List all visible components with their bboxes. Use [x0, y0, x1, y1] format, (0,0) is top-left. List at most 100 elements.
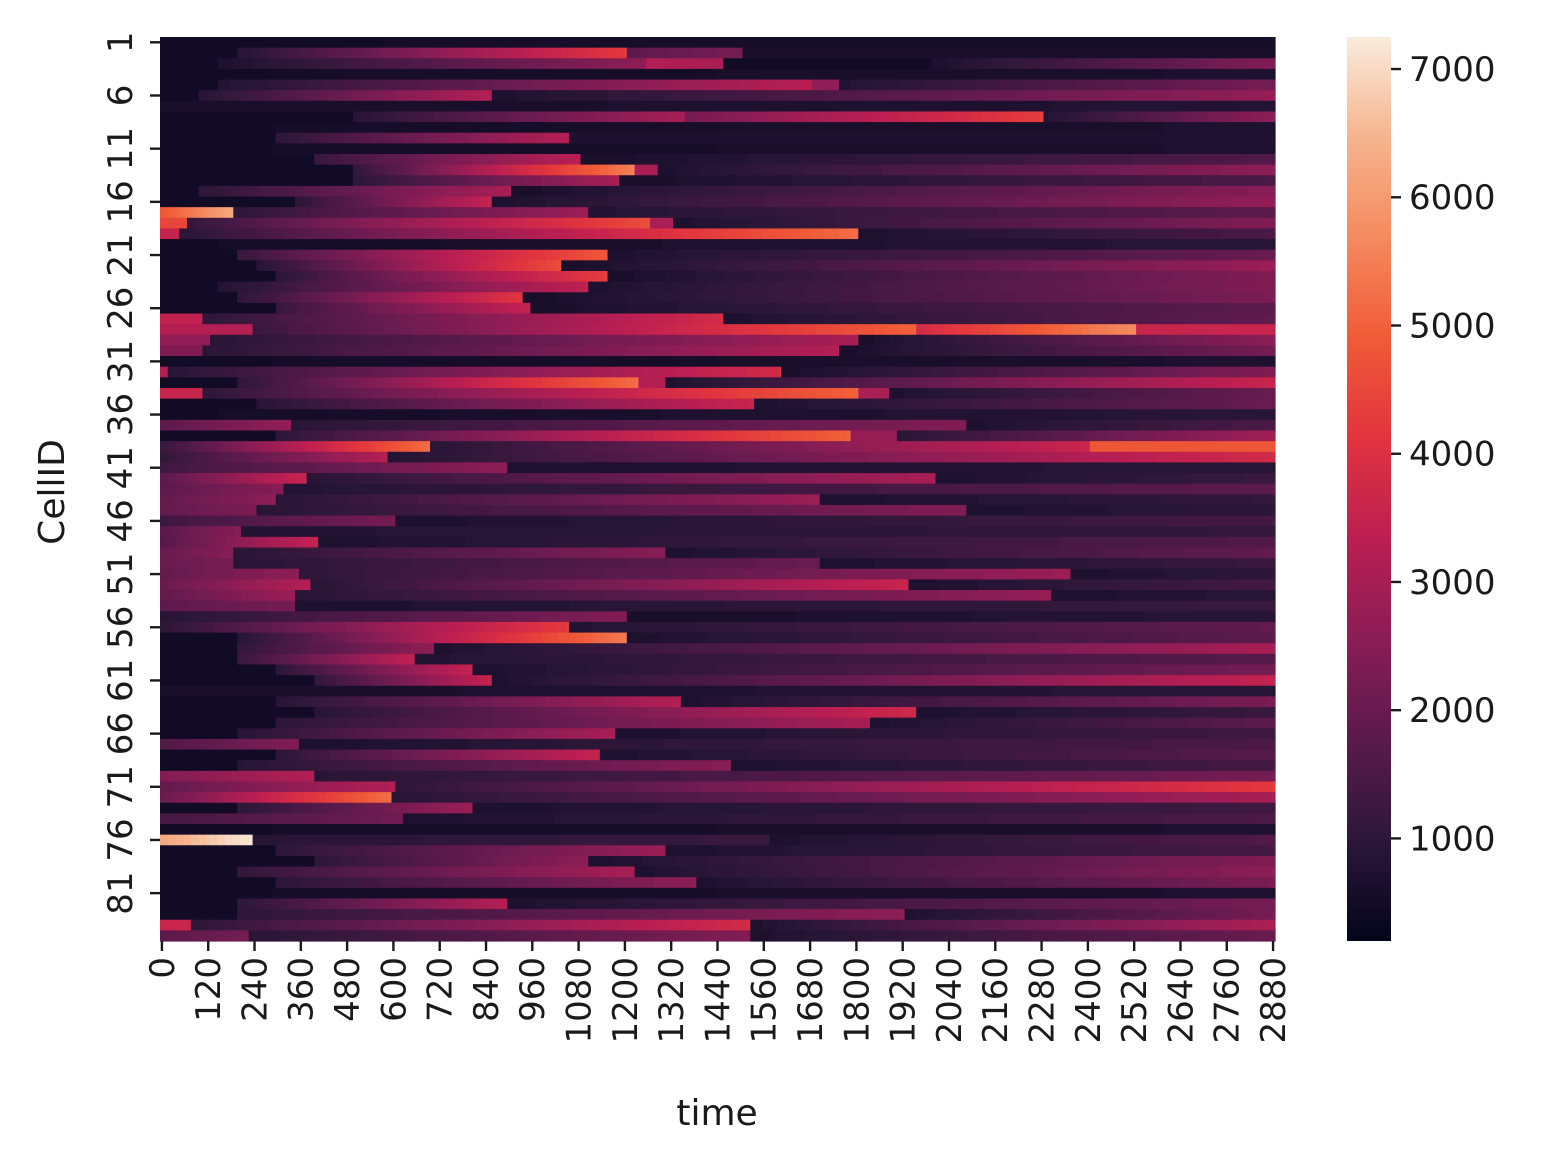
heatmap-cell: [403, 675, 408, 687]
heatmap-cell: [341, 653, 350, 666]
heatmap-cell: [171, 207, 177, 219]
heatmap-cell: [939, 547, 979, 559]
heatmap-cell: [896, 632, 944, 644]
heatmap-cell: [1058, 664, 1102, 676]
heatmap-cell: [472, 632, 481, 644]
heatmap-cell: [318, 441, 327, 453]
heatmap-cell: [302, 579, 312, 591]
heatmap-cell: [256, 579, 265, 591]
heatmap-cell: [1263, 430, 1276, 442]
heatmap-cell: [383, 441, 389, 453]
heatmap-cell: [734, 228, 751, 240]
heatmap-cell: [214, 334, 238, 347]
heatmap-cell: [526, 313, 543, 325]
heatmap-cell: [314, 632, 323, 644]
heatmap-cell: [329, 855, 342, 868]
heatmap-cell: [395, 621, 404, 634]
heatmap-cell: [592, 292, 628, 304]
heatmap-cell: [430, 164, 435, 176]
heatmap-cell: [1093, 387, 1118, 400]
heatmap-cell: [395, 281, 408, 293]
heatmap-cell: [1039, 58, 1060, 70]
heatmap-cell: [954, 738, 1056, 751]
heatmap-cell: [920, 90, 952, 102]
heatmap-cell: [908, 675, 933, 687]
heatmap-cell: [514, 345, 539, 357]
heatmap-cell: [1178, 749, 1234, 761]
heatmap-cell: [1020, 430, 1037, 442]
heatmap-cell: [160, 781, 173, 793]
heatmap-cell: [318, 536, 381, 549]
heatmap-cell: [511, 153, 524, 166]
heatmap-cell: [329, 845, 346, 857]
heatmap-cell: [580, 377, 589, 389]
heatmap-cell: [275, 738, 292, 751]
heatmap-cell: [160, 260, 258, 272]
heatmap-cell: [329, 377, 339, 389]
heatmap-cell: [160, 185, 200, 198]
heatmap-cell: [1193, 164, 1222, 176]
heatmap-cell: [1170, 249, 1214, 261]
heatmap-cell: [561, 611, 589, 623]
heatmap-cell: [1066, 717, 1099, 729]
heatmap-cell: [1201, 58, 1218, 70]
heatmap-cell: [997, 377, 1014, 389]
heatmap-cell: [680, 111, 686, 123]
heatmap-cell: [1062, 324, 1072, 336]
heatmap-cell: [368, 377, 377, 389]
heatmap-cell: [507, 877, 528, 889]
heatmap-cell: [252, 90, 265, 102]
heatmap-cell: [1271, 760, 1276, 772]
heatmap-cell: [333, 473, 358, 485]
heatmap-cell: [692, 217, 721, 230]
heatmap-cell: [981, 196, 1018, 208]
heatmap-cell: [1271, 898, 1276, 910]
heatmap-cell: [244, 536, 254, 549]
heatmap-cell: [634, 792, 667, 804]
heatmap-cell: [214, 781, 231, 793]
heatmap-cell: [576, 302, 628, 315]
heatmap-cell: [511, 47, 524, 59]
heatmap-cell: [1190, 898, 1234, 910]
heatmap-cell: [977, 866, 1006, 878]
heatmap-cell: [387, 930, 416, 942]
heatmap-cell: [387, 547, 412, 559]
heatmap-cell: [264, 473, 269, 485]
heatmap-cell: [379, 79, 400, 91]
heatmap-cell: [642, 504, 682, 517]
heatmap-cell: [634, 451, 659, 464]
heatmap-cell: [970, 398, 1002, 410]
heatmap-cell: [190, 611, 219, 623]
heatmap-cell: [1004, 877, 1037, 889]
heatmap-cell: [1213, 717, 1245, 729]
heatmap-cell: [1186, 664, 1230, 676]
heatmap-cell: [750, 217, 778, 230]
heatmap-cell: [298, 249, 308, 261]
heatmap-cell: [657, 387, 674, 400]
heatmap-cell: [611, 398, 628, 410]
heatmap-cell: [206, 579, 215, 591]
heatmap-cell: [1093, 919, 1114, 931]
heatmap-cell: [815, 866, 844, 878]
heatmap-cell: [603, 632, 613, 644]
heatmap-cell: [572, 919, 589, 931]
heatmap-cell: [268, 611, 292, 623]
heatmap-cell: [244, 217, 258, 230]
heatmap-cell: [727, 164, 755, 176]
heatmap-cell: [800, 632, 852, 644]
heatmap-cell: [214, 441, 219, 453]
heatmap-cell: [669, 196, 701, 208]
heatmap-cell: [464, 58, 485, 70]
heatmap-cell: [565, 760, 589, 772]
heatmap-cell: [943, 111, 956, 123]
heatmap-cell: [472, 249, 481, 261]
heatmap-cell: [372, 196, 377, 208]
heatmap-cell: [1093, 430, 1110, 442]
heatmap-cell: [522, 632, 531, 644]
heatmap-cell: [160, 930, 180, 942]
heatmap-cell: [1097, 770, 1156, 783]
heatmap-cell: [731, 196, 767, 208]
heatmap-cell: [1109, 568, 1164, 580]
heatmap-cell: [271, 451, 281, 464]
heatmap-cell: [433, 441, 454, 453]
